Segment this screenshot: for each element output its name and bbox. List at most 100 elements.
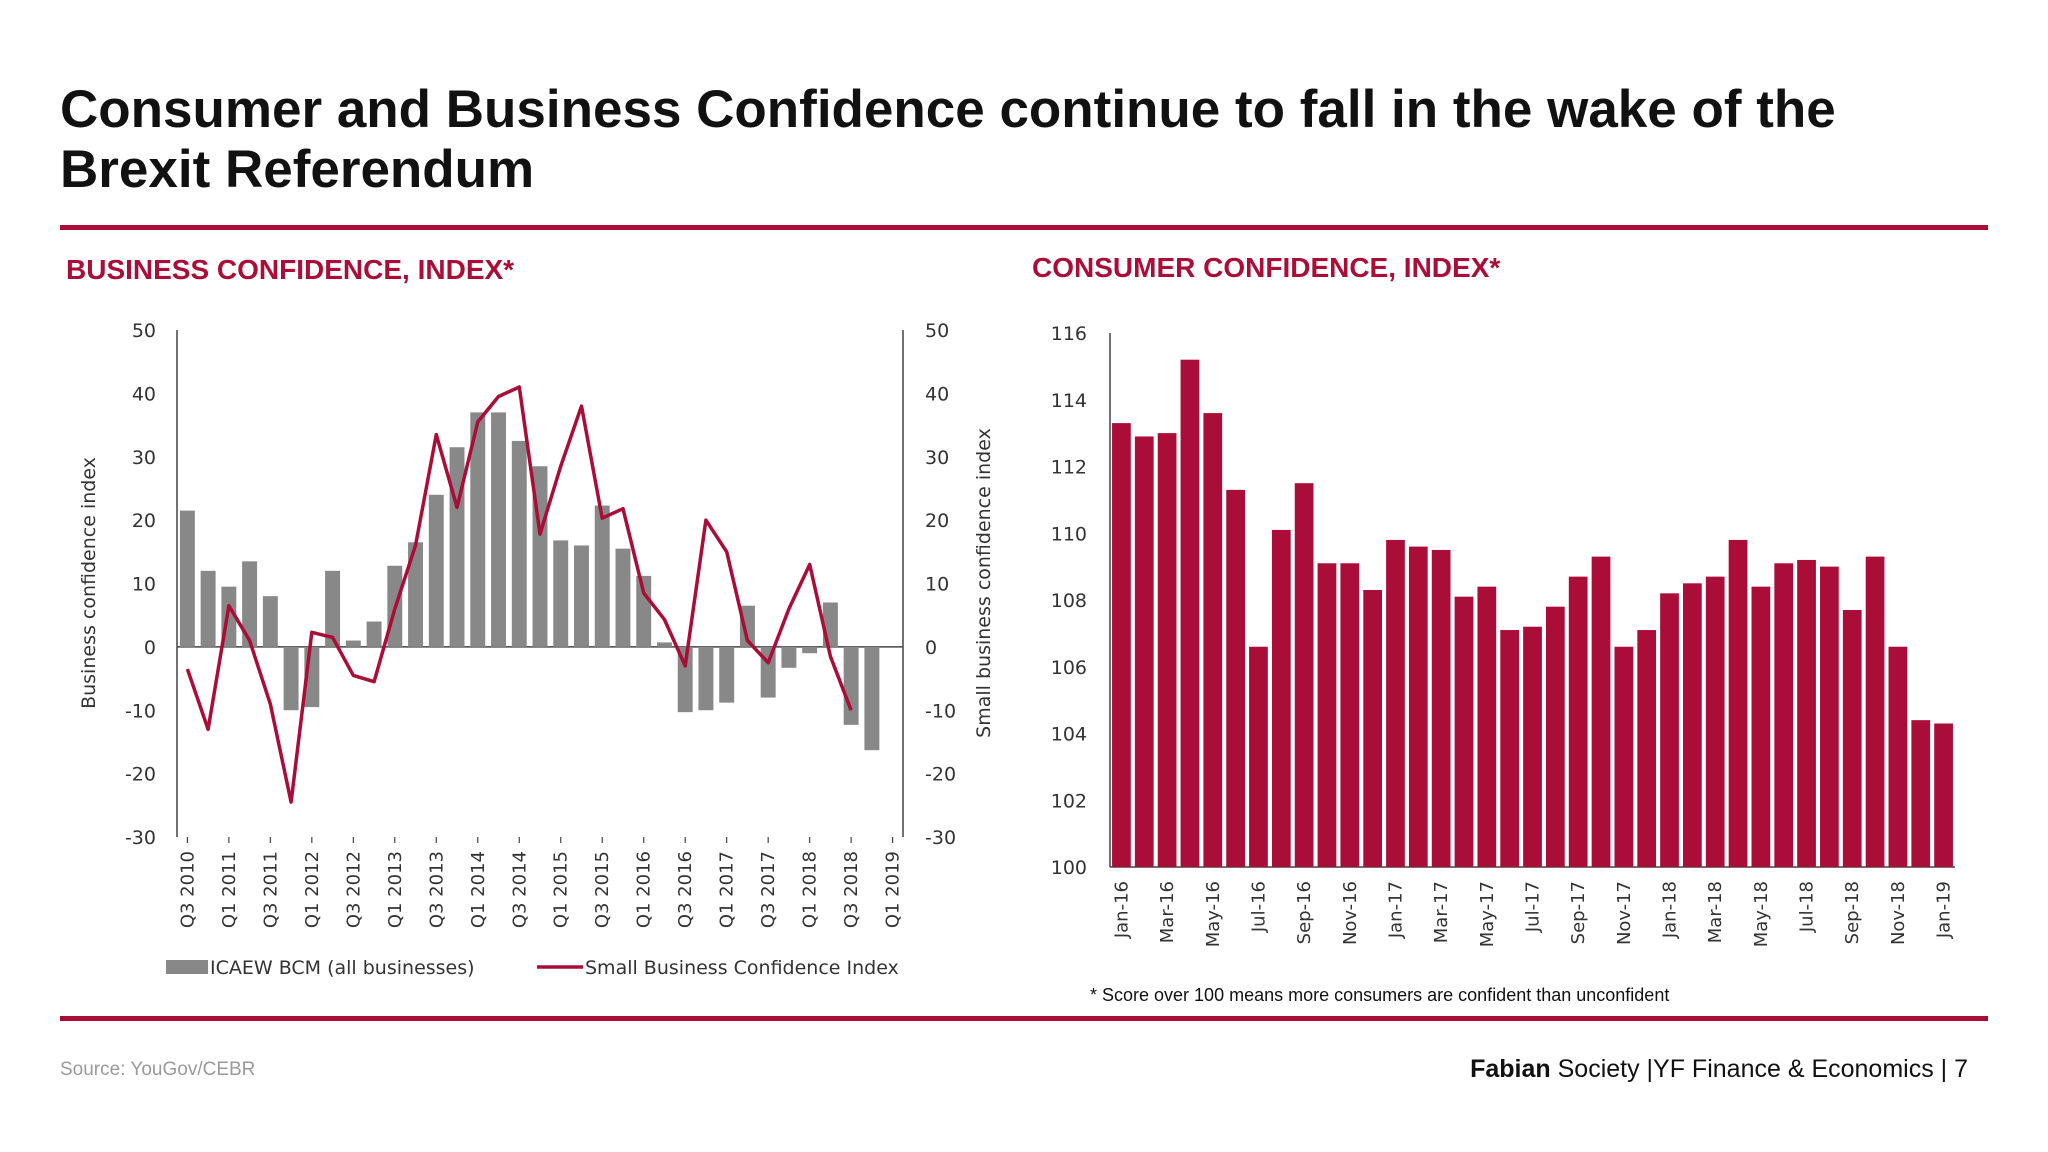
right-y-tick-label: 20 — [925, 510, 949, 532]
consumer-bar — [1568, 576, 1588, 867]
left-y-tick-label: 30 — [132, 447, 156, 469]
consumer-bar — [1477, 586, 1497, 867]
consumer-confidence-chart: 116 114 112 110 108 106 104 102 100 Jan-16 Mar-16 M… — [1051, 323, 1955, 947]
x-tick-label: Q3 2016 — [675, 851, 696, 928]
consumer-bar — [1614, 646, 1634, 867]
icaew-bar — [698, 646, 714, 711]
consumer-bar — [1317, 563, 1337, 867]
icaew-bar — [449, 447, 465, 647]
icaew-bar — [760, 646, 776, 698]
consumer-bar — [1865, 556, 1885, 867]
source-label: Source: YouGov/CEBR — [60, 1059, 256, 1080]
x-tick-label: Q3 2015 — [592, 851, 613, 928]
icaew-bar — [739, 605, 755, 647]
consumer-bar — [1249, 646, 1268, 867]
icaew-bar — [283, 646, 299, 711]
x-tick-label: Jul-18 — [1797, 881, 1818, 933]
legend-bar-label: ICAEW BCM (all businesses) — [210, 957, 475, 979]
icaew-bar — [574, 545, 589, 647]
x-tick-label: Q1 2019 — [883, 851, 904, 928]
business-chart-heading: BUSINESS CONFIDENCE, INDEX* — [66, 254, 515, 285]
right-y-tick-label: 50 — [925, 320, 949, 342]
icaew-bar — [719, 646, 735, 703]
x-tick-label: Q1 2015 — [551, 851, 572, 928]
icaew-bar — [511, 440, 527, 647]
footer-divider — [60, 1016, 1988, 1021]
x-tick-label: Jan-17 — [1385, 881, 1406, 939]
x-tick-label: Sep-17 — [1568, 881, 1589, 944]
title-divider — [60, 225, 1988, 230]
x-tick-label: Q1 2013 — [385, 851, 406, 928]
consumer-bar — [1294, 483, 1314, 867]
x-tick-label: Nov-16 — [1340, 881, 1361, 945]
y-tick-label: 100 — [1051, 857, 1087, 879]
x-tick-label: Q1 2011 — [219, 851, 240, 928]
consumer-bar — [1431, 549, 1451, 867]
x-tick-label: Q1 2012 — [302, 851, 323, 928]
icaew-bar — [491, 412, 506, 647]
left-y-tick-label: -20 — [125, 764, 156, 786]
consumer-bar — [1888, 646, 1908, 867]
x-tick-label: Q3 2013 — [426, 851, 447, 928]
left-y-tick-label: 0 — [144, 637, 156, 659]
right-y-axis-title: Small business confidence index — [973, 428, 995, 738]
x-tick-label: Mar-18 — [1705, 881, 1726, 943]
footnote: * Score over 100 means more consumers ar… — [1090, 985, 1670, 1005]
y-tick-label: 104 — [1051, 724, 1087, 746]
icaew-bar — [636, 575, 652, 647]
x-tick-label: Jul-16 — [1248, 881, 1269, 933]
icaew-bar — [408, 542, 424, 647]
x-tick-label: Mar-17 — [1431, 881, 1452, 943]
consumer-bar — [1820, 566, 1839, 867]
x-tick-label: Q3 2011 — [260, 851, 281, 928]
icaew-bar — [677, 646, 693, 713]
y-tick-label: 108 — [1051, 590, 1087, 612]
small-business-line — [185, 385, 853, 804]
consumer-bar — [1157, 433, 1177, 867]
left-y-tick-label: 50 — [132, 320, 156, 342]
consumer-bar — [1683, 583, 1702, 867]
icaew-bar — [843, 646, 859, 725]
x-tick-label: Jan-19 — [1934, 881, 1955, 939]
icaew-bar — [325, 570, 341, 647]
x-tick-label: Q3 2010 — [177, 851, 198, 928]
consumer-bar — [1751, 586, 1771, 867]
left-y-tick-label: 20 — [132, 510, 156, 532]
left-y-tick-label: 10 — [132, 574, 156, 596]
x-tick-label: Sep-16 — [1294, 881, 1315, 944]
consumer-bar — [1454, 596, 1474, 867]
y-tick-label: 112 — [1051, 457, 1087, 479]
x-tick-label: Nov-18 — [1888, 881, 1909, 945]
left-y-tick-label: -30 — [125, 827, 156, 849]
x-tick-label: May-18 — [1751, 881, 1772, 947]
legend-bar-swatch — [166, 960, 208, 974]
x-tick-label: Q1 2016 — [634, 851, 655, 928]
consumer-bar — [1934, 723, 1953, 867]
x-tick-label: Sep-18 — [1842, 881, 1863, 944]
y-tick-label: 102 — [1051, 790, 1087, 812]
icaew-bar — [366, 621, 382, 647]
x-tick-label: Q3 2014 — [509, 851, 530, 928]
icaew-bar — [345, 640, 361, 647]
x-tick-label: Q1 2014 — [468, 851, 489, 928]
consumer-chart-heading: CONSUMER CONFIDENCE, INDEX* — [1032, 252, 1501, 283]
x-tick-label: Q1 2017 — [717, 851, 738, 928]
left-y-tick-label: 40 — [132, 383, 156, 405]
right-y-tick-label: 0 — [925, 637, 937, 659]
page-title: Consumer and Business Confidence continu… — [60, 80, 1836, 199]
icaew-bar — [594, 505, 610, 647]
x-tick-label: Q3 2018 — [841, 851, 862, 928]
x-tick-label: Nov-17 — [1614, 881, 1635, 945]
x-tick-label: May-16 — [1203, 881, 1224, 947]
consumer-bar — [1797, 559, 1816, 867]
footer-brand: Fabian — [1470, 1055, 1551, 1083]
consumer-bar — [1180, 359, 1200, 867]
right-y-tick-label: 10 — [925, 574, 949, 596]
consumer-bar — [1842, 610, 1862, 867]
consumer-bar — [1774, 563, 1794, 867]
consumer-bar — [1340, 563, 1360, 867]
icaew-bar — [262, 596, 278, 647]
y-tick-label: 116 — [1051, 323, 1087, 345]
y-tick-label: 114 — [1051, 390, 1087, 412]
